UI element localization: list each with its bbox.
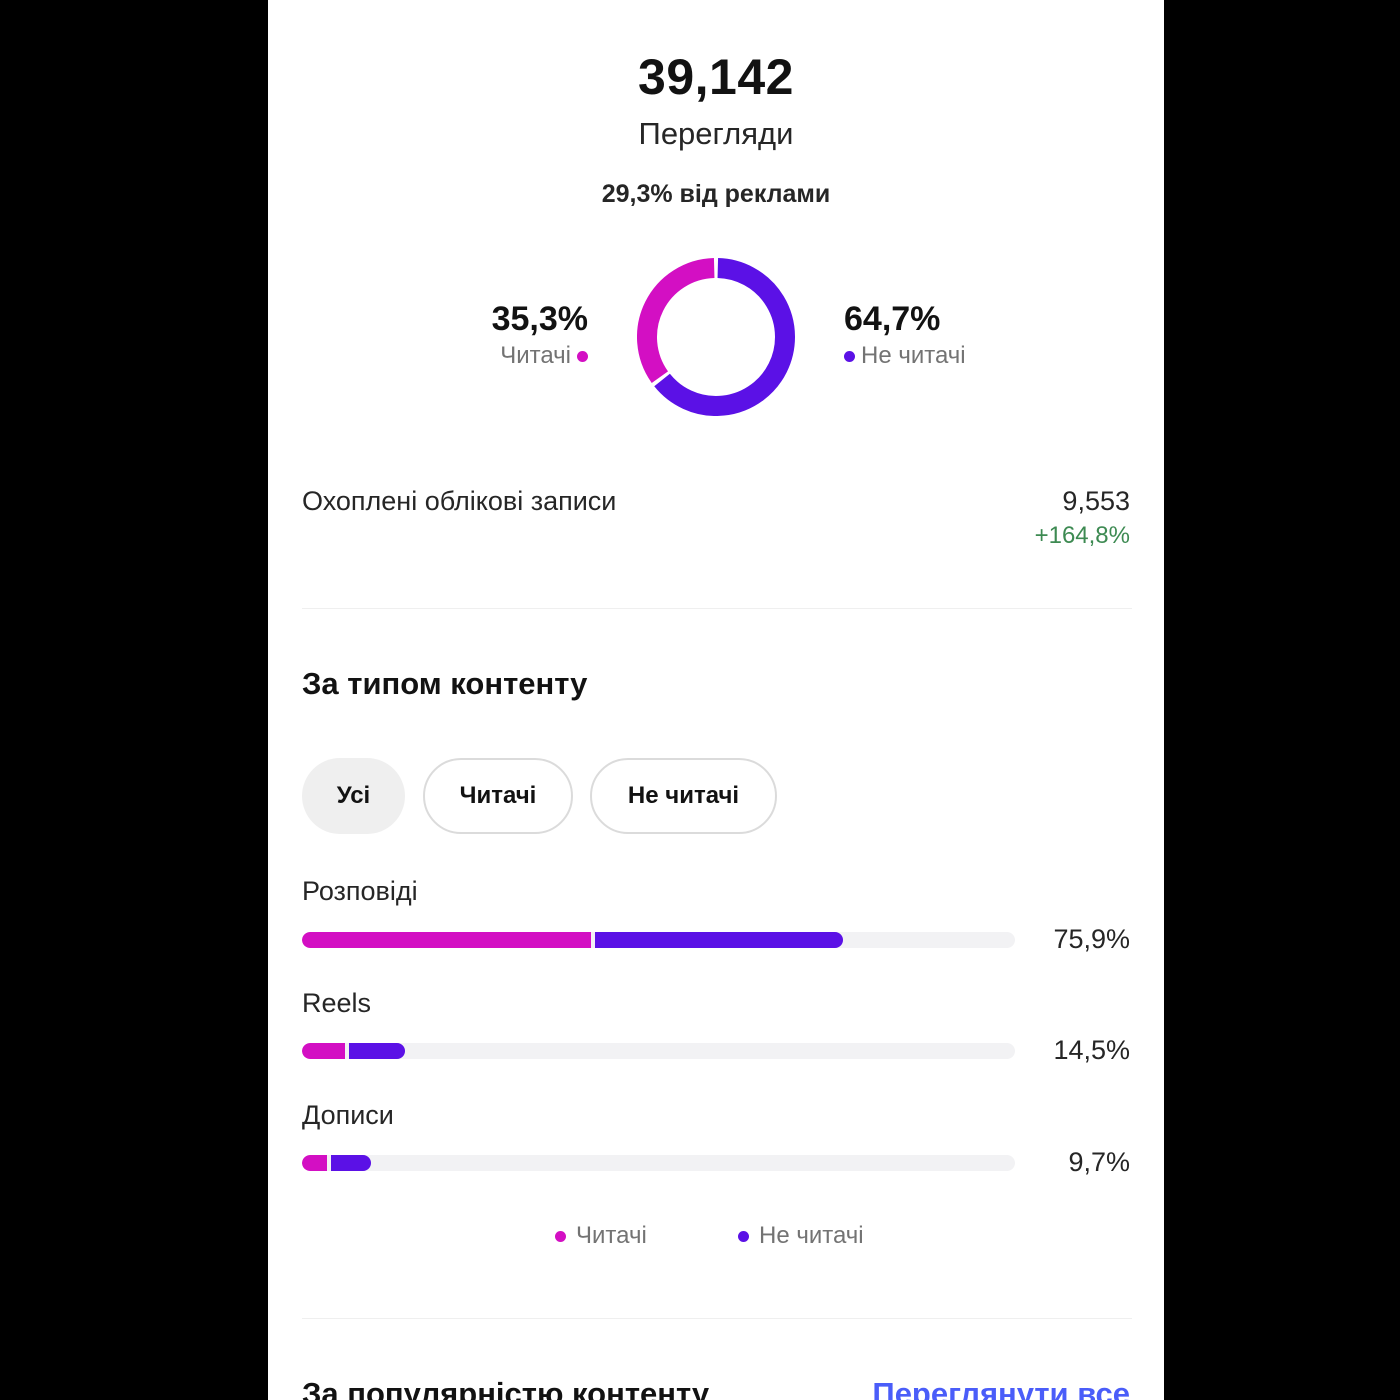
followers-dot-icon (555, 1231, 566, 1243)
non-followers-dot-icon (738, 1231, 749, 1243)
divider (302, 1318, 1132, 1319)
bar-segment-followers (302, 1155, 327, 1171)
insights-panel: 39,142 Перегляди 29,3% від реклами 35,3%… (268, 0, 1164, 1400)
view-all-link[interactable]: Переглянути все (872, 1376, 1130, 1400)
legend-non-followers-label: Не читачі (759, 1222, 864, 1249)
legend-non-followers: Не читачі (738, 1222, 864, 1250)
non-followers-label-group: Не читачі (844, 342, 966, 370)
donut-slice-followers (637, 258, 715, 383)
followers-label: Читачі (500, 342, 571, 369)
bar-segment-non-followers (330, 1155, 372, 1171)
reached-accounts-change: +164,8% (1034, 522, 1130, 549)
popularity-title: За популярністю контенту (302, 1376, 710, 1400)
followers-label-group: Читачі (500, 342, 588, 370)
bar-segment-followers (302, 1043, 346, 1059)
bar-segment-non-followers (349, 1043, 406, 1059)
content-bar-stories (302, 932, 1015, 948)
legend-followers-label: Читачі (576, 1222, 647, 1249)
divider (302, 608, 1132, 609)
content-row-label-posts: Дописи (302, 1100, 394, 1130)
donut-slice-non-followers (654, 258, 795, 416)
content-row-percent-reels: 14,5% (1053, 1035, 1130, 1065)
content-row-percent-stories: 75,9% (1053, 924, 1130, 954)
ads-share: 29,3% від реклами (601, 180, 831, 208)
legend-followers: Читачі (555, 1222, 647, 1250)
bar-segment-non-followers (595, 932, 844, 948)
non-followers-percent: 64,7% (844, 300, 941, 338)
filter-chip-all[interactable]: Усі (302, 758, 405, 834)
content-row-label-reels: Reels (302, 988, 372, 1018)
bar-segment-followers (302, 932, 592, 948)
views-donut-chart (637, 258, 795, 416)
content-row-label-stories: Розповіді (302, 876, 418, 906)
content-row-percent-posts: 9,7% (1068, 1147, 1130, 1177)
followers-percent: 35,3% (491, 300, 588, 338)
content-type-title: За типом контенту (302, 666, 588, 701)
reached-accounts-value: 9,553 (1062, 486, 1130, 516)
content-bar-posts (302, 1155, 1015, 1171)
views-label: Перегляди (638, 116, 794, 151)
content-bar-reels (302, 1043, 1015, 1059)
non-followers-dot-icon (844, 351, 855, 363)
filter-chip-followers[interactable]: Читачі (423, 758, 573, 834)
reached-accounts-label: Охоплені облікові записи (302, 486, 617, 516)
filter-chip-non-followers[interactable]: Не читачі (590, 758, 777, 834)
donut-svg (637, 258, 795, 416)
non-followers-label: Не читачі (861, 342, 966, 369)
views-count: 39,142 (638, 49, 794, 105)
followers-dot-icon (577, 351, 588, 363)
